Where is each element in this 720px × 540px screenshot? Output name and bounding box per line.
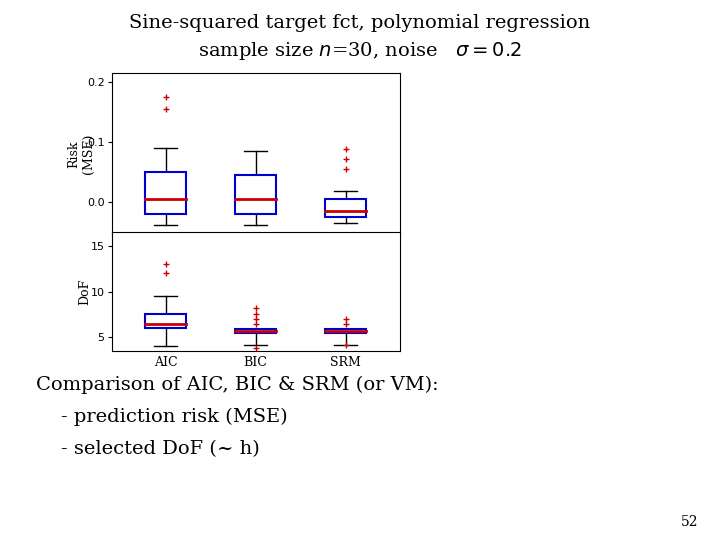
- Text: Comparison of AIC, BIC & SRM (or VM):: Comparison of AIC, BIC & SRM (or VM):: [36, 375, 438, 394]
- Text: sample size $n$=30, noise   $\sigma = 0.2$: sample size $n$=30, noise $\sigma = 0.2$: [198, 40, 522, 63]
- Bar: [325, 199, 366, 217]
- Y-axis label: Risk
(MSE): Risk (MSE): [68, 134, 95, 174]
- Text: 52: 52: [681, 515, 698, 529]
- Bar: [145, 314, 186, 328]
- Text: - selected DoF (~ h): - selected DoF (~ h): [36, 440, 260, 458]
- Y-axis label: DoF: DoF: [78, 279, 91, 305]
- Text: Sine-squared target fct, polynomial regression: Sine-squared target fct, polynomial regr…: [130, 14, 590, 31]
- Text: - prediction risk (MSE): - prediction risk (MSE): [36, 408, 287, 426]
- Bar: [145, 172, 186, 214]
- Bar: [325, 329, 366, 333]
- Bar: [235, 175, 276, 214]
- Bar: [235, 329, 276, 333]
